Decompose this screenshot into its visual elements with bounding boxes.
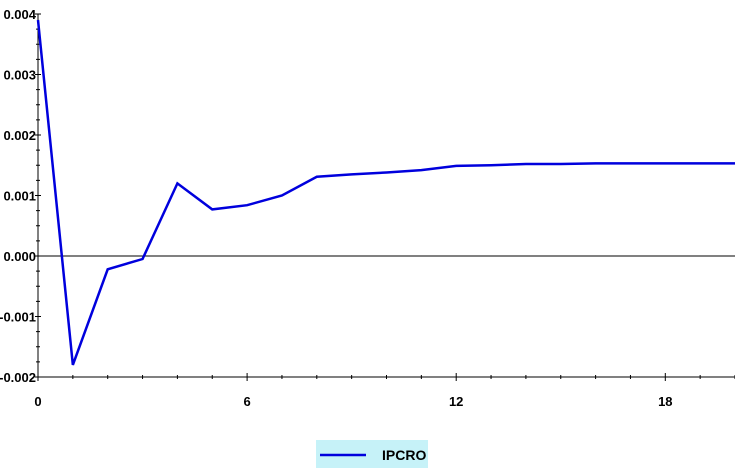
x-tick-label: 0 <box>34 394 41 409</box>
y-tick-label: 0.002 <box>3 128 36 143</box>
x-ticks: 0 6 12 18 <box>34 373 735 409</box>
legend: IPCRO <box>316 440 428 468</box>
y-tick-label: 0.004 <box>3 7 36 22</box>
y-tick-label: 0.003 <box>3 68 36 83</box>
series-line-ipcro <box>36 19 735 366</box>
legend-label: IPCRO <box>382 447 426 463</box>
y-tick-label: -0.002 <box>0 370 36 385</box>
x-tick-label: 12 <box>449 394 463 409</box>
y-tick-label: 0.000 <box>3 249 36 264</box>
x-tick-label: 6 <box>243 394 250 409</box>
y-tick-label: -0.001 <box>0 310 36 325</box>
series-group <box>36 19 735 366</box>
y-ticks: -0.002 -0.001 0.000 0.001 0.002 0.003 0.004 <box>0 7 41 385</box>
y-tick-label: 0.001 <box>3 189 36 204</box>
x-tick-label: 18 <box>658 394 672 409</box>
